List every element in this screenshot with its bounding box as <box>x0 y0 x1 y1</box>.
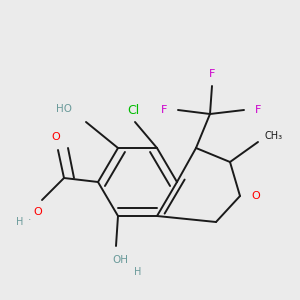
Text: Cl: Cl <box>127 103 139 116</box>
Text: F: F <box>209 69 215 79</box>
Text: H: H <box>134 267 142 277</box>
Text: O: O <box>252 191 260 201</box>
Text: F: F <box>255 105 261 115</box>
Text: CH₃: CH₃ <box>265 131 283 141</box>
Text: O: O <box>34 207 42 217</box>
Text: O: O <box>52 132 60 142</box>
Text: HO: HO <box>56 104 72 114</box>
Text: ·: · <box>28 215 32 225</box>
Text: H: H <box>16 217 24 227</box>
Text: OH: OH <box>112 255 128 265</box>
Text: F: F <box>161 105 167 115</box>
